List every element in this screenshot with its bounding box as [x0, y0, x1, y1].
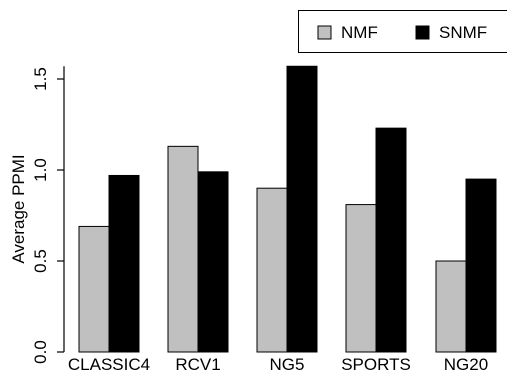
- y-tick-label: 1.0: [31, 158, 50, 182]
- y-tick-label: 1.5: [31, 67, 50, 91]
- bar-nmf-ng20: [436, 261, 466, 352]
- legend-swatch-snmf: [416, 26, 429, 39]
- legend-swatch-nmf: [318, 26, 331, 39]
- x-tick-label: NG5: [270, 355, 305, 374]
- x-tick-label: CLASSIC4: [68, 355, 150, 374]
- x-tick-label: SPORTS: [341, 355, 411, 374]
- bar-snmf-ng20: [466, 179, 496, 352]
- y-tick-label: 0.0: [31, 340, 50, 364]
- bar-nmf-ng5: [257, 188, 287, 352]
- bar-snmf-ng5: [287, 66, 317, 352]
- bar-snmf-sports: [376, 128, 406, 352]
- x-axis-labels: CLASSIC4 RCV1 NG5 SPORTS NG20: [68, 355, 488, 374]
- bar-snmf-classic4: [109, 175, 139, 352]
- y-axis-title: Average PPMI: [9, 154, 28, 263]
- y-axis: 0.0 0.5 1.0 1.5: [31, 66, 64, 364]
- x-tick-label: RCV1: [175, 355, 220, 374]
- bars-group: [79, 66, 496, 352]
- x-tick-label: NG20: [444, 355, 488, 374]
- bar-snmf-rcv1: [198, 172, 228, 352]
- bar-nmf-rcv1: [168, 146, 198, 352]
- legend: NMF SNMF: [299, 11, 507, 53]
- y-tick-label: 0.5: [31, 249, 50, 273]
- bar-nmf-classic4: [79, 226, 109, 352]
- legend-label-nmf: NMF: [341, 23, 378, 42]
- bar-nmf-sports: [346, 205, 376, 352]
- legend-label-snmf: SNMF: [439, 23, 487, 42]
